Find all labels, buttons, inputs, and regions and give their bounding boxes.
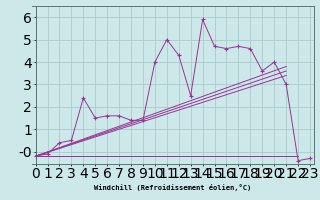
X-axis label: Windchill (Refroidissement éolien,°C): Windchill (Refroidissement éolien,°C) [94,184,252,191]
